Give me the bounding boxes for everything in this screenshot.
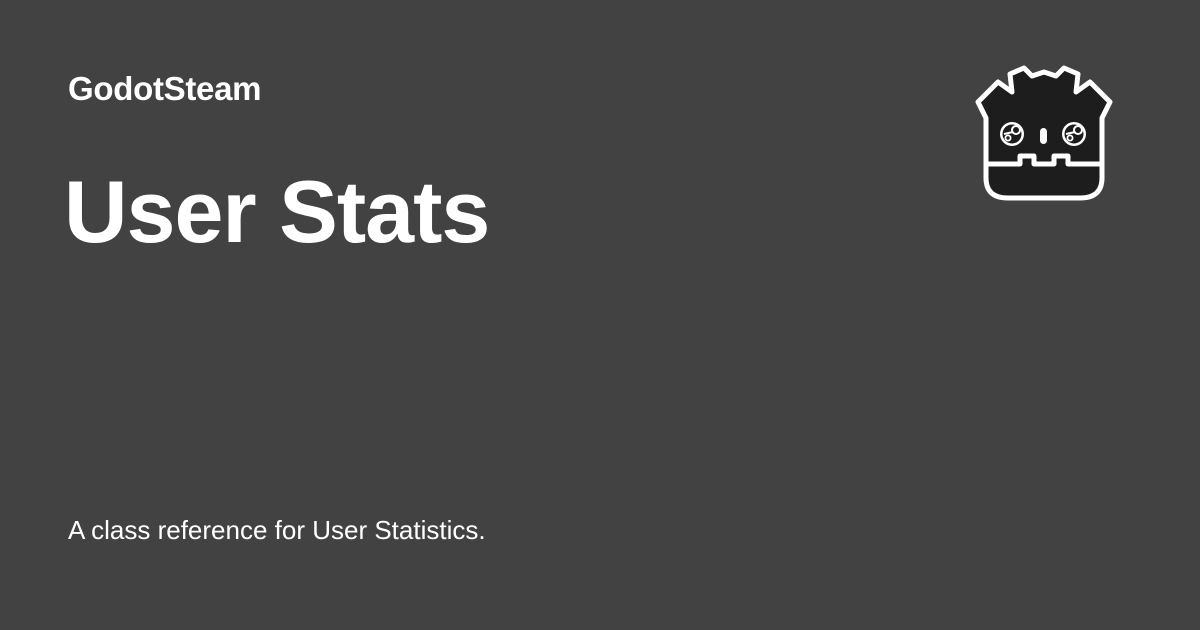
right-eye-icon [1062,122,1086,146]
site-name: GodotSteam [68,70,262,107]
page-title: User Stats [64,162,490,261]
page-description: A class reference for User Statistics. [68,515,486,545]
left-eye-icon [1000,122,1024,146]
godot-steam-logo-icon [975,65,1113,201]
